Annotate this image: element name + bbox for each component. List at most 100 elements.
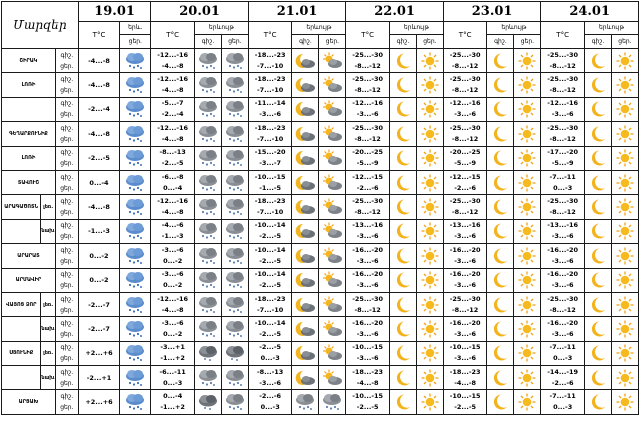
cloud-snow-icon xyxy=(195,369,220,387)
temp-cell: -17...-20 -5...-9 xyxy=(540,145,585,171)
time-labels: գիշ. ցեր. xyxy=(54,72,79,98)
subregion-label: լեռ. xyxy=(43,204,54,211)
weather-cell xyxy=(388,243,417,269)
day-temp: -2...-6 xyxy=(551,378,574,387)
temp-cell: -1...-3 xyxy=(77,218,121,245)
day-time-label: ցեր. xyxy=(60,135,74,143)
temp-cell: -10...-14 -2...-5 xyxy=(247,316,293,342)
temp-cell: -25...-30 -8...-12 xyxy=(345,121,390,147)
table-row: ԱՐԱՐԱՏ գիշ. ցեր. 0...-2 -3...-6 0...-2 -10...-… xyxy=(1,243,640,269)
weather-cell xyxy=(193,169,222,196)
temp-cell: 0...-4 -1...+2 xyxy=(150,389,195,415)
day-temp: -8...-12 xyxy=(451,305,479,314)
temp-cell: -4...-8 xyxy=(77,47,121,74)
night-time-label: գիշ. xyxy=(60,198,74,206)
moon-icon xyxy=(390,149,415,167)
night-temp: -20...-25 xyxy=(352,148,384,157)
day-temp: -3...-6 xyxy=(551,232,574,241)
day-time-label: ցեր. xyxy=(60,160,74,168)
sun-cloud-icon xyxy=(320,76,345,94)
moon-icon xyxy=(585,247,610,265)
day-temp: -4...-8 xyxy=(161,305,184,314)
weather-cell xyxy=(415,389,444,415)
weather-cell xyxy=(610,291,640,318)
sun-icon xyxy=(612,296,637,314)
day-label: ցեր. xyxy=(119,34,152,49)
weather-cell xyxy=(415,72,444,98)
day-temp: -3...-7 xyxy=(259,159,282,168)
weather-cell xyxy=(513,121,542,147)
night-temp: -12...-15 xyxy=(449,172,481,181)
weather-cell xyxy=(193,267,222,293)
temp-value: 0...-2 xyxy=(89,276,109,285)
night-temp: -8...-13 xyxy=(256,367,284,376)
subregion-name: նախ. xyxy=(40,316,56,342)
day-temp: -8...-12 xyxy=(354,208,381,217)
temp-cell: -16...-20 -3...-6 xyxy=(345,267,390,293)
day-temp: 0...-3 xyxy=(163,378,183,387)
day-temp: -5...-9 xyxy=(551,159,574,168)
sun-icon xyxy=(515,369,540,387)
region-name: ԱՐՑԱԽ xyxy=(1,389,56,415)
temp-cell: -2...-6 0...-3 xyxy=(247,389,293,415)
weather-cell xyxy=(486,47,515,74)
day-temp: -8...-12 xyxy=(549,208,576,217)
weather-cell xyxy=(513,96,542,123)
weather-cell xyxy=(220,145,249,171)
weather-cell xyxy=(388,47,417,74)
sun-icon xyxy=(515,247,540,265)
temp-cell: -18...-23 -7...-10 xyxy=(247,194,293,220)
region-name: ՇԻՐԱԿ xyxy=(1,47,56,74)
time-labels: գիշ. ցեր. xyxy=(54,291,79,318)
sun-cloud-icon xyxy=(320,125,345,143)
weather-cell xyxy=(318,96,347,123)
night-time-label: գիշ. xyxy=(60,393,74,401)
night-temp: -25...-30 xyxy=(449,123,481,132)
temp-cell: -16...-20 -3...-6 xyxy=(442,243,488,269)
weather-cell xyxy=(486,267,515,293)
day-temp: -2...-5 xyxy=(259,329,282,338)
subregion-label: նախ. xyxy=(41,325,56,332)
weather-cell xyxy=(388,365,417,391)
region-name: ԱՐԱՐԱՏ xyxy=(1,243,56,269)
weather-cell xyxy=(291,291,320,318)
temp-cell: -16...-20 -3...-6 xyxy=(345,316,390,342)
day-temp: 0...-3 xyxy=(553,403,573,412)
moon-icon xyxy=(585,198,610,216)
night-label: գիշ. xyxy=(388,34,417,49)
weather-cell xyxy=(583,121,612,147)
sun-icon xyxy=(612,125,637,143)
moon-icon xyxy=(488,222,513,240)
day-temp: -4...-8 xyxy=(454,378,477,387)
sun-icon xyxy=(417,344,442,362)
sun-icon xyxy=(417,125,442,143)
day-temp: -3...-6 xyxy=(454,110,477,119)
time-labels: գիշ. ցեր. xyxy=(54,316,79,342)
moon-cloud-icon xyxy=(293,320,318,338)
night-temp: -12...-16 xyxy=(157,50,189,59)
moon-cloud-icon xyxy=(293,222,318,240)
weather-cell xyxy=(318,291,347,318)
weather-cell xyxy=(610,267,640,293)
weather-cell xyxy=(415,316,444,342)
cloud-snow-icon xyxy=(222,149,247,167)
cloud-snow-icon xyxy=(222,271,247,289)
sun-icon xyxy=(515,100,540,118)
night-temp: -12...-16 xyxy=(157,197,189,206)
weather-cell xyxy=(119,169,152,196)
night-temp: -18...-23 xyxy=(254,50,286,59)
sun-cloud-icon xyxy=(320,198,345,216)
snow-icon xyxy=(121,247,150,265)
table-title: Մարզեր xyxy=(1,1,79,49)
weather-cell xyxy=(193,121,222,147)
sun-cloud-icon xyxy=(320,247,345,265)
temp-value: -2...-7 xyxy=(88,324,110,333)
night-temp: -10...-15 xyxy=(449,392,481,401)
snow-icon xyxy=(121,198,150,216)
day-time-label: ցեր. xyxy=(60,87,74,95)
weather-cell xyxy=(583,389,612,415)
day-temp: 0...-3 xyxy=(260,403,280,412)
temp-value: 0...-4 xyxy=(89,178,109,187)
night-time-label: գիշ. xyxy=(60,149,74,157)
region-label: ԱՐԱՐԱՏ xyxy=(17,252,40,259)
